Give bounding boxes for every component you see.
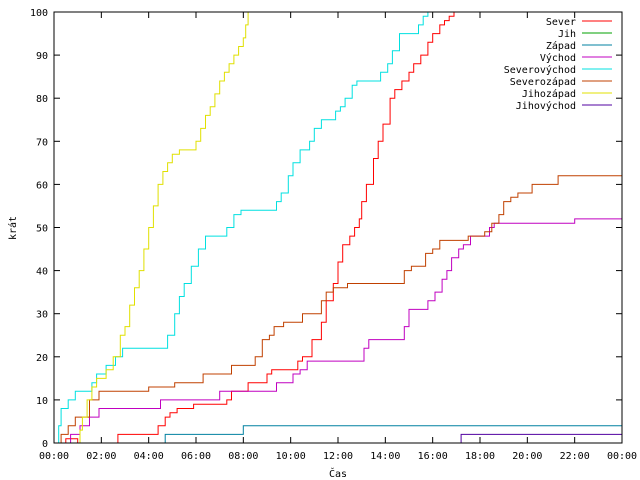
legend-label-jihozapad: Jihozápad bbox=[522, 88, 576, 100]
y-tick-label: 60 bbox=[36, 180, 48, 191]
y-tick-label: 30 bbox=[36, 310, 48, 321]
legend-label-jihovychod: Jihovýchod bbox=[516, 100, 576, 112]
y-tick-label: 50 bbox=[36, 224, 48, 235]
x-tick-label: 00:00 bbox=[607, 451, 637, 462]
tick-layer: 0 10 20 30 40 50 60 70 80 90 100 00:00 02:00 04:00 06:… bbox=[30, 8, 637, 462]
series-line-vychod bbox=[54, 218, 622, 444]
x-tick-label: 06:00 bbox=[181, 451, 211, 462]
legend-label-jih: Jih bbox=[558, 29, 576, 40]
legend: SeverJihZápadVýchodSeverovýchodSeverozáp… bbox=[504, 17, 612, 112]
y-tick-label: 10 bbox=[36, 396, 48, 407]
x-axis-label: Čas bbox=[329, 467, 347, 480]
y-tick-label: 90 bbox=[36, 51, 48, 62]
series-line-jihozapad bbox=[54, 12, 249, 444]
legend-label-vychod: Východ bbox=[540, 52, 576, 64]
y-tick-label: 0 bbox=[42, 439, 48, 450]
y-tick-label: 70 bbox=[36, 137, 48, 148]
y-tick-label: 40 bbox=[36, 267, 48, 278]
legend-label-severovychod: Severovýchod bbox=[504, 64, 576, 76]
x-tick-label: 16:00 bbox=[418, 451, 448, 462]
series-layer bbox=[54, 12, 622, 444]
x-tick-label: 12:00 bbox=[323, 451, 353, 462]
legend-label-severozapad: Severozápad bbox=[510, 76, 576, 88]
x-tick-label: 14:00 bbox=[370, 451, 400, 462]
y-tick-label: 80 bbox=[36, 94, 48, 105]
x-tick-label: 02:00 bbox=[86, 451, 116, 462]
x-tick-label: 18:00 bbox=[465, 451, 495, 462]
y-tick-label: 100 bbox=[30, 8, 48, 19]
legend-label-sever: Sever bbox=[546, 17, 576, 28]
x-tick-label: 00:00 bbox=[39, 451, 69, 462]
y-tick-label: 20 bbox=[36, 353, 48, 364]
x-tick-label: 20:00 bbox=[512, 451, 542, 462]
series-line-sever bbox=[54, 12, 455, 444]
legend-label-zapad: Západ bbox=[546, 40, 576, 52]
series-line-severozapad bbox=[54, 175, 622, 444]
x-tick-label: 22:00 bbox=[560, 451, 590, 462]
x-tick-label: 10:00 bbox=[276, 451, 306, 462]
x-tick-label: 08:00 bbox=[228, 451, 258, 462]
x-tick-label: 04:00 bbox=[134, 451, 164, 462]
y-axis-label: krát bbox=[7, 216, 19, 240]
